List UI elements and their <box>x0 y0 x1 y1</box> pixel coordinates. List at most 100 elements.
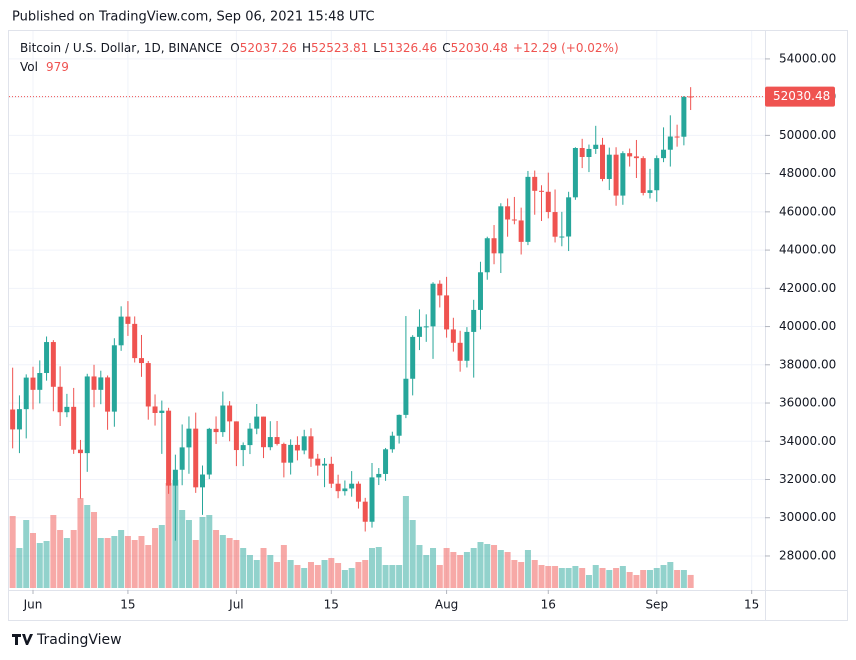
candle-body <box>247 428 253 446</box>
candle-body <box>362 501 368 522</box>
candle-body <box>471 309 477 332</box>
volume-bar <box>667 562 674 588</box>
volume-bar <box>274 562 281 588</box>
candle-body <box>274 437 280 444</box>
volume-bar <box>70 530 77 588</box>
candle-body <box>132 323 138 359</box>
volume-bar <box>613 568 620 588</box>
volume-bar <box>280 545 287 588</box>
change-value: +12.29 (+0.02%) <box>513 41 619 55</box>
candle-body <box>288 444 294 463</box>
high-label: H <box>302 41 311 55</box>
volume-bar <box>362 560 369 588</box>
volume-bar <box>660 565 667 588</box>
volume-bar <box>491 545 498 588</box>
y-tick-label: 40000.00 <box>779 319 836 333</box>
x-tick-label: 16 <box>541 598 556 612</box>
candle-body <box>410 336 416 379</box>
volume-bar <box>436 565 443 588</box>
volume-bar <box>267 555 274 588</box>
y-tick-label: 32000.00 <box>779 472 836 486</box>
volume-bar <box>165 483 172 588</box>
volume-bar <box>158 525 165 588</box>
x-tick-label: 15 <box>744 598 759 612</box>
volume-bar <box>558 568 565 588</box>
volume-bar <box>50 515 57 588</box>
candle-body <box>349 483 355 489</box>
volume-bar <box>185 520 192 588</box>
candle-body <box>30 377 36 390</box>
volume-bar <box>307 562 314 588</box>
candle-body <box>613 154 619 196</box>
candle-body <box>505 206 511 220</box>
volume-bar <box>36 543 43 588</box>
volume-bar <box>585 575 592 588</box>
candle-body <box>423 326 429 328</box>
candle-body <box>654 158 660 191</box>
candle-body <box>315 458 321 466</box>
volume-bar <box>572 566 579 588</box>
candle-body <box>200 474 205 488</box>
volume-bar <box>199 517 206 588</box>
open-value: 52037.26 <box>240 41 297 55</box>
volume-value: 979 <box>46 60 69 74</box>
candle-body <box>193 428 199 488</box>
volume-bar <box>57 530 64 588</box>
candle-body <box>450 329 456 343</box>
candle-body <box>335 483 341 492</box>
volume-bar <box>640 570 647 588</box>
volume-bar <box>680 570 687 588</box>
candle-body <box>491 238 497 254</box>
volume-bar <box>450 552 457 588</box>
volume-bar <box>206 515 213 588</box>
volume-bar <box>389 565 396 588</box>
candle-body <box>23 377 29 410</box>
volume-bar <box>301 568 308 588</box>
x-tick-label: 15 <box>324 598 339 612</box>
candle-body <box>118 316 124 346</box>
candle-body <box>647 190 653 193</box>
candle-body <box>267 437 273 448</box>
candle-body <box>484 238 490 273</box>
candle-body <box>545 191 551 213</box>
x-tick-label: Jul <box>228 598 243 612</box>
volume-bar <box>152 528 159 588</box>
candle-body <box>674 136 680 138</box>
candle-body <box>559 236 565 238</box>
volume-bar <box>246 555 253 588</box>
candle-body <box>179 447 185 470</box>
volume-bar <box>504 552 511 588</box>
candle-body <box>464 331 470 361</box>
volume-bar <box>470 548 477 588</box>
volume-bar <box>674 570 681 588</box>
volume-bar <box>104 538 111 588</box>
legend-row: Bitcoin / U.S. Dollar, 1D, BINANCE O52037… <box>20 41 619 55</box>
candle-body <box>254 416 260 429</box>
volume-bar <box>484 544 491 588</box>
volume-bar <box>477 542 484 588</box>
y-tick-label: 54000.00 <box>779 51 836 65</box>
volume-bar <box>335 563 342 588</box>
y-tick-label: 44000.00 <box>779 243 836 257</box>
volume-bar <box>16 548 23 588</box>
candle-body <box>220 405 226 433</box>
y-tick-label: 50000.00 <box>779 128 836 142</box>
candle-body <box>172 469 178 486</box>
candle-body <box>294 444 300 451</box>
volume-bar <box>23 520 30 588</box>
volume-bar <box>497 550 504 588</box>
volume-bar <box>592 565 599 588</box>
candle-body <box>532 176 538 191</box>
candle-body <box>71 406 77 450</box>
volume-bar <box>118 530 125 588</box>
volume-bar <box>260 548 267 588</box>
volume-bar <box>294 565 301 588</box>
y-tick-label: 28000.00 <box>779 548 836 562</box>
candle-body <box>498 206 504 254</box>
volume-bar <box>518 562 525 588</box>
candle-body <box>57 386 63 413</box>
volume-label: Vol <box>20 60 38 74</box>
volume-bar <box>463 552 470 588</box>
volume-bar <box>314 565 321 588</box>
volume-bar <box>423 555 430 588</box>
